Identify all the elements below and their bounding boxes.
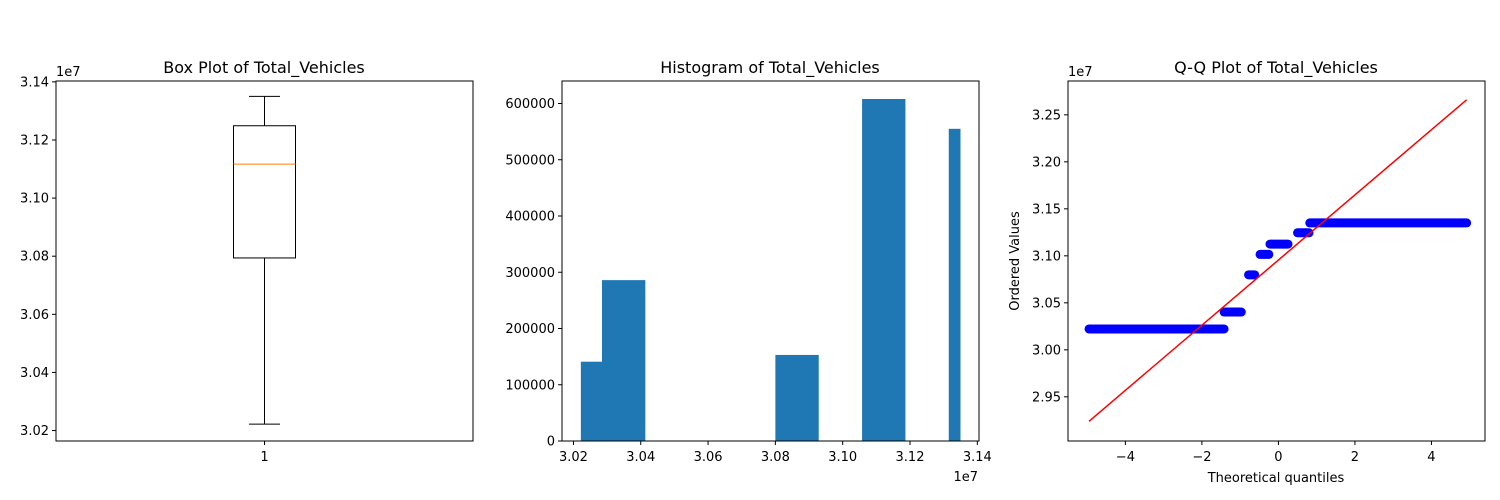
histogram-x-tick-label: 3.10 — [828, 450, 857, 465]
histogram-title: Histogram of Total_Vehicles — [660, 58, 880, 78]
qq-plot-x-axis-label: Theoretical quantiles — [1207, 471, 1345, 486]
qq-plot-fit-line — [1088, 99, 1468, 422]
qq-plot-x-tick-label: 0 — [1274, 450, 1282, 465]
box-plot-y-tick-label: 3.14 — [20, 75, 49, 90]
qq-plot-x-tick-label: −2 — [1192, 450, 1211, 465]
histogram-axes-frame — [561, 80, 980, 442]
qq-plot-x-tick-label: 4 — [1427, 450, 1435, 465]
qq-plot-y-tick-label: 3.20 — [1032, 155, 1061, 170]
qq-plot-y-tick-label: 2.95 — [1032, 390, 1061, 405]
histogram-x-tick-label: 3.02 — [559, 450, 588, 465]
histogram-bar — [862, 99, 906, 441]
histogram-x-tick-label: 3.08 — [761, 450, 790, 465]
qq-plot-axes-frame — [1067, 80, 1486, 442]
qq-plot-x-tick-label: 2 — [1351, 450, 1359, 465]
qq-plot-y-offset-label: 1e7 — [1068, 65, 1093, 80]
histogram-y-tick-label: 100000 — [505, 378, 555, 393]
box-plot-panel: Box Plot of Total_Vehicles 1e7 3.02 3.04 3… — [20, 58, 474, 465]
box-plot-axes-frame — [55, 80, 474, 442]
qq-plot-x-tick-label: −4 — [1116, 450, 1135, 465]
qq-plot-y-tick-label: 3.05 — [1032, 296, 1061, 311]
box-plot-y-tick-label: 3.08 — [20, 250, 49, 265]
qq-plot-y-tick-label: 3.00 — [1032, 343, 1061, 358]
box-plot-y-tick-label: 3.04 — [20, 366, 49, 381]
histogram-y-tick-label: 200000 — [505, 322, 555, 337]
qq-plot-y-tick-label: 3.15 — [1032, 202, 1061, 217]
histogram-x-offset-label: 1e7 — [953, 470, 978, 485]
histogram-y-tick-label: 400000 — [505, 210, 555, 225]
histogram-y-tick-label: 600000 — [505, 97, 555, 112]
histogram-bar — [580, 361, 602, 441]
histogram-y-tick-label: 0 — [547, 435, 555, 450]
histogram-panel: Histogram of Total_Vehicles 0 100000 20000… — [505, 58, 991, 485]
histogram-x-tick-label: 3.14 — [963, 450, 992, 465]
box-plot-x-tick-label: 1 — [260, 450, 268, 465]
qq-plot-panel: Q-Q Plot of Total_Vehicles 1e7 Theoretic… — [1008, 58, 1486, 486]
qq-plot-y-axis-label: Ordered Values — [1008, 211, 1023, 311]
histogram-x-tick-label: 3.04 — [626, 450, 655, 465]
box-plot-title: Box Plot of Total_Vehicles — [163, 58, 365, 78]
histogram-bar — [948, 128, 961, 441]
histogram-bar — [775, 354, 819, 441]
histogram-y-tick-label: 500000 — [505, 153, 555, 168]
histogram-x-tick-label: 3.06 — [694, 450, 723, 465]
box-plot-y-offset-label: 1e7 — [56, 65, 81, 80]
histogram-bar — [601, 280, 646, 441]
qq-plot-y-tick-label: 3.10 — [1032, 249, 1061, 264]
box-plot-y-tick-label: 3.12 — [20, 133, 49, 148]
box-plot-y-tick-label: 3.10 — [20, 192, 49, 207]
box-plot-y-tick-label: 3.02 — [20, 424, 49, 439]
histogram-x-tick-label: 3.12 — [896, 450, 925, 465]
box-plot-box — [233, 125, 296, 259]
histogram-y-tick-label: 300000 — [505, 266, 555, 281]
qq-plot-title: Q-Q Plot of Total_Vehicles — [1174, 58, 1378, 78]
qq-plot-y-tick-label: 3.25 — [1032, 108, 1061, 123]
box-plot-y-tick-label: 3.06 — [20, 308, 49, 323]
